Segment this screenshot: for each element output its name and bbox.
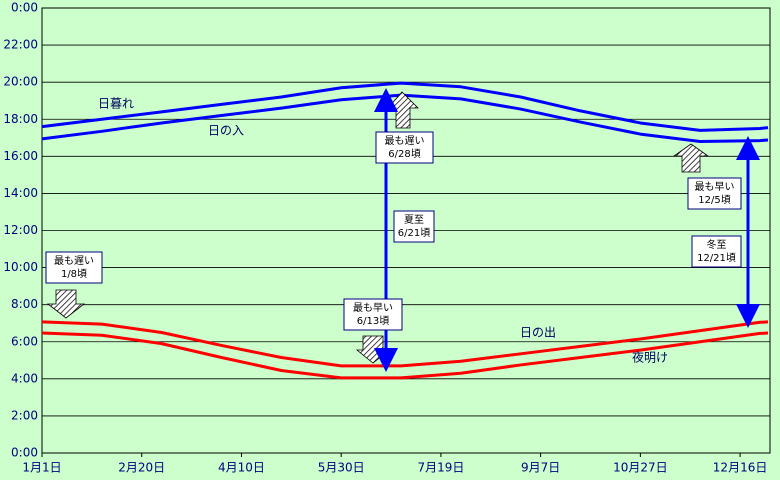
annotation-text: 最も早い: [695, 181, 735, 193]
annotation-box: [375, 131, 434, 164]
annotation-text: 冬至: [707, 238, 727, 251]
y-tick-label: 0:00: [11, 446, 38, 460]
y-tick-label: 6:00: [11, 334, 38, 348]
series-label: 日の入: [208, 124, 244, 138]
hatched-arrow: [672, 143, 710, 173]
x-tick-label: 4月10日: [218, 461, 265, 475]
annotation-text: 6/13頃: [357, 315, 389, 327]
x-tick-label: 2月20日: [118, 461, 165, 475]
y-tick-label: 16:00: [3, 149, 38, 163]
annotation-text: 12/21頃: [697, 252, 736, 264]
series-label: 夜明け: [632, 350, 668, 365]
y-tick-label: 12:00: [3, 223, 38, 237]
annotation-text: 1/8頃: [61, 268, 87, 280]
y-tick-label: 14:00: [3, 186, 38, 200]
y-tick-label: 8:00: [11, 297, 38, 311]
x-tick-label: 12月16日: [713, 461, 768, 475]
annotation-box: [393, 210, 435, 243]
annotation-box: [687, 177, 742, 210]
annotation-text: 夏至: [404, 214, 424, 226]
x-tick-label: 7月19日: [417, 461, 464, 475]
x-tick-label: 10月27日: [613, 461, 668, 475]
annotation-text: 最も遅い: [54, 255, 94, 267]
series-line: [41, 93, 769, 143]
annotation-text: 最も早い: [353, 302, 393, 314]
series-line: [41, 81, 769, 132]
annotation-box: [45, 251, 103, 284]
annotation: 夏至6/21頃: [393, 210, 435, 243]
hatched-arrow: [46, 289, 86, 319]
y-tick-label: 4:00: [11, 371, 38, 385]
annotation-text: 6/28頃: [388, 148, 420, 160]
x-tick-label: 1月1日: [22, 461, 61, 475]
y-tick-label: 10:00: [3, 260, 38, 274]
y-tick-label: 20:00: [3, 75, 38, 89]
y-tick-label: 2:00: [11, 408, 38, 422]
series-line: [41, 331, 769, 380]
y-tick-label: 22:00: [3, 38, 38, 52]
annotation-text: 6/21頃: [398, 227, 430, 239]
series-line: [41, 320, 769, 368]
y-tick-label: 0:00: [11, 1, 38, 15]
x-tick-label: 5月30日: [318, 461, 365, 475]
annotation-text: 最も遅い: [385, 135, 425, 147]
series-label: 日の出: [520, 326, 556, 340]
series-label: 日暮れ: [98, 97, 134, 111]
annotation-text: 12/5頃: [698, 194, 730, 206]
annotations: 最も遅い1/8頃最も遅い6/28頃夏至6/21頃最も早い6/13頃最も早い12/…: [45, 131, 742, 331]
annotation-box: [343, 298, 403, 331]
x-tick-label: 9月7日: [521, 461, 560, 475]
y-tick-label: 18:00: [3, 112, 38, 126]
annotation-box: [691, 235, 742, 268]
